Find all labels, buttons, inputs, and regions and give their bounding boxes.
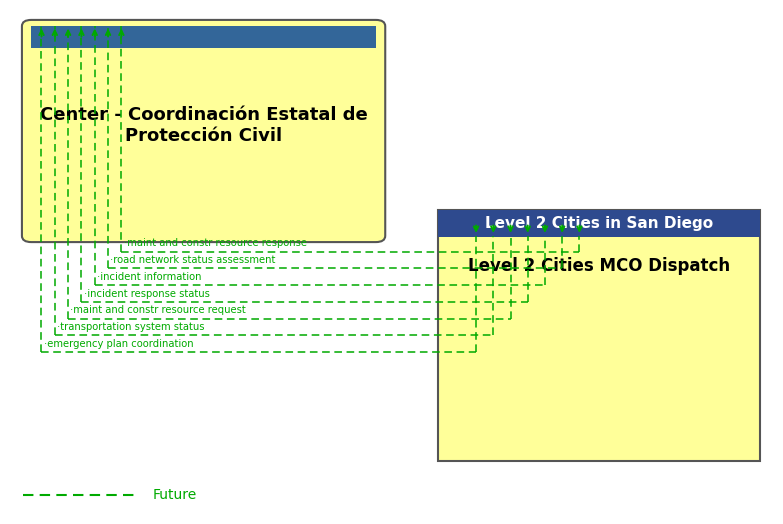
Text: ·maint and constr resource request: ·maint and constr resource request	[70, 305, 246, 315]
Text: Level 2 Cities MCO Dispatch: Level 2 Cities MCO Dispatch	[468, 257, 730, 275]
Text: Center - Coordinación Estatal de
Protección Civil: Center - Coordinación Estatal de Protecc…	[40, 106, 367, 145]
Text: Level 2 Cities in San Diego: Level 2 Cities in San Diego	[485, 216, 713, 231]
Text: ·incident response status: ·incident response status	[84, 289, 210, 299]
Text: ·maint and constr resource response: ·maint and constr resource response	[124, 238, 307, 248]
Bar	[438, 210, 760, 237]
Text: ·emergency plan coordination: ·emergency plan coordination	[44, 339, 193, 349]
Text: ·transportation system status: ·transportation system status	[57, 322, 204, 332]
Bar	[438, 210, 760, 461]
Text: ·incident information: ·incident information	[97, 272, 204, 282]
FancyBboxPatch shape	[22, 20, 385, 242]
Text: Future: Future	[153, 488, 197, 502]
Bar	[31, 26, 376, 48]
Text: ·road network status assessment: ·road network status assessment	[110, 255, 276, 265]
